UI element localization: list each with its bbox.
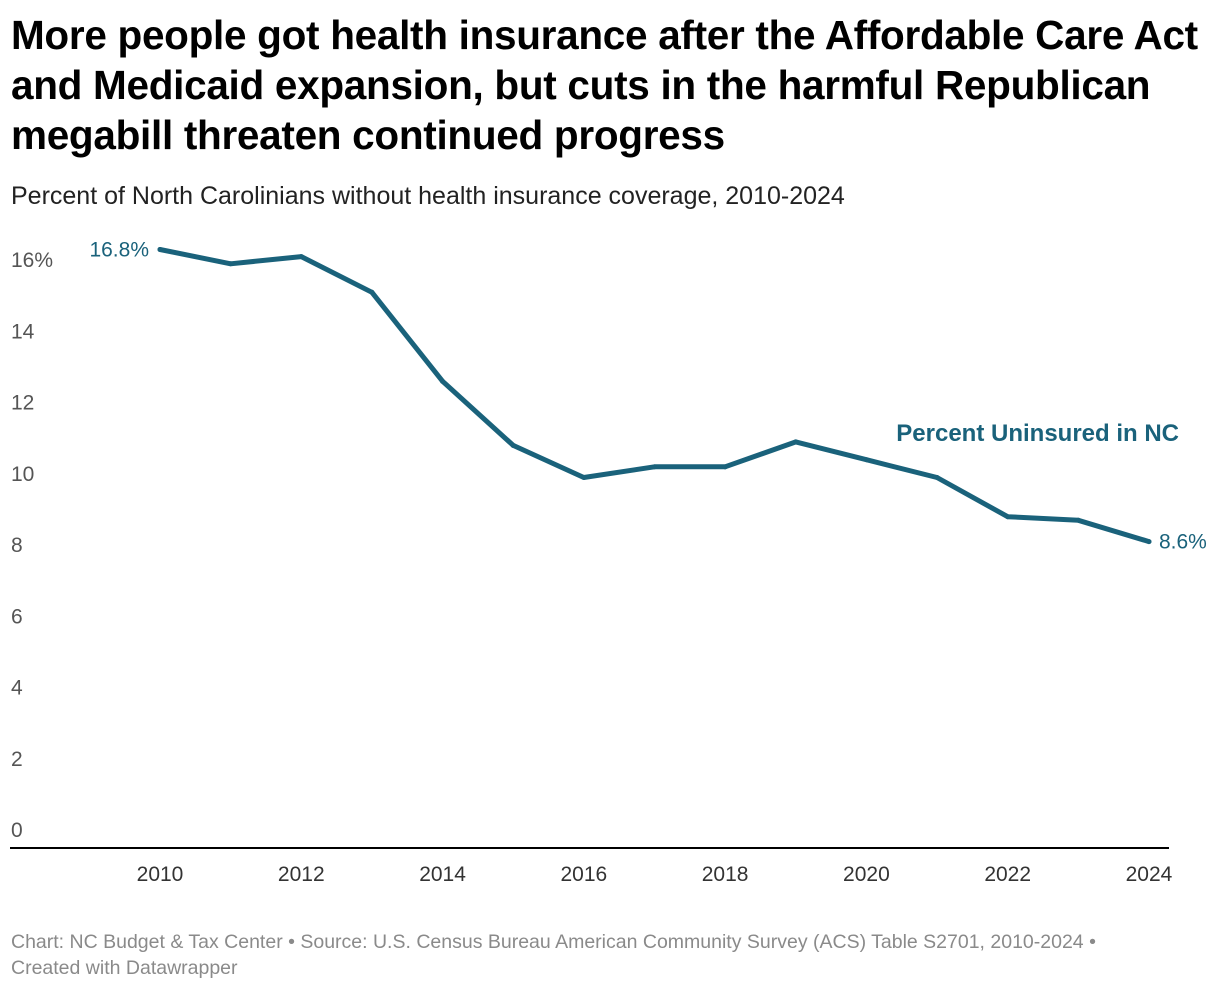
data-point-2013	[369, 289, 375, 295]
footer-separator: •	[1083, 931, 1096, 953]
footer-separator: •	[282, 931, 301, 953]
chart-title: More people got health insurance after t…	[11, 12, 1198, 158]
data-point-2019	[793, 439, 799, 445]
series-line-percent-uninsured	[157, 247, 1152, 545]
data-point-2016	[581, 475, 587, 480]
data-point-2015	[510, 442, 516, 448]
y-tick-label: 4	[11, 677, 23, 700]
x-tick-label: 2014	[419, 863, 466, 886]
source-note: Source: U.S. Census Bureau American Comm…	[300, 931, 1084, 953]
y-tick-label: 8	[11, 534, 23, 557]
data-point-2017	[651, 464, 657, 470]
y-tick-label: 2	[11, 748, 23, 771]
data-point-2023	[1075, 517, 1081, 523]
x-tick-label: 2022	[984, 863, 1031, 886]
data-point-2010	[157, 247, 163, 252]
x-tick-label: 2020	[843, 863, 890, 886]
y-tick-label: 10	[11, 463, 34, 486]
x-tick-label: 2012	[278, 863, 325, 886]
data-point-2014	[440, 378, 446, 384]
x-axis: 2010 2012 2014 2016 2018 2020 2022 2024	[137, 863, 1173, 886]
chart-credit: Chart: NC Budget & Tax Center	[11, 931, 283, 953]
x-tick-label: 2016	[560, 863, 607, 886]
y-axis: 0 2 4 6 8 10 12 14 16%	[11, 249, 53, 842]
data-point-2022	[1005, 514, 1011, 520]
data-label-2010: 16.8%	[89, 239, 149, 262]
data-point-2011	[228, 261, 234, 267]
data-point-2020	[863, 457, 869, 463]
created-with-datawrapper[interactable]: Created with Datawrapper	[11, 957, 238, 979]
y-tick-label: 14	[11, 320, 35, 343]
y-tick-label: 16%	[11, 249, 53, 272]
x-tick-label: 2010	[137, 863, 184, 886]
data-point-2018	[722, 464, 728, 470]
chart-subtitle: Percent of North Carolinians without hea…	[11, 182, 845, 210]
chart-footer: Chart: NC Budget & Tax Center • Source: …	[11, 929, 1211, 981]
y-tick-label: 0	[11, 819, 23, 842]
data-labels: 16.8% 8.6% Percent Uninsured in NC	[89, 239, 1206, 554]
y-tick-label: 6	[11, 605, 23, 628]
series-label: Percent Uninsured in NC	[896, 420, 1179, 447]
data-point-2024	[1146, 539, 1152, 545]
y-tick-label: 12	[11, 392, 34, 415]
x-tick-label: 2018	[702, 863, 749, 886]
data-point-2012	[298, 254, 304, 260]
data-point-2021	[934, 475, 940, 480]
data-label-2024: 8.6%	[1159, 531, 1207, 554]
x-tick-label: 2024	[1126, 863, 1173, 886]
